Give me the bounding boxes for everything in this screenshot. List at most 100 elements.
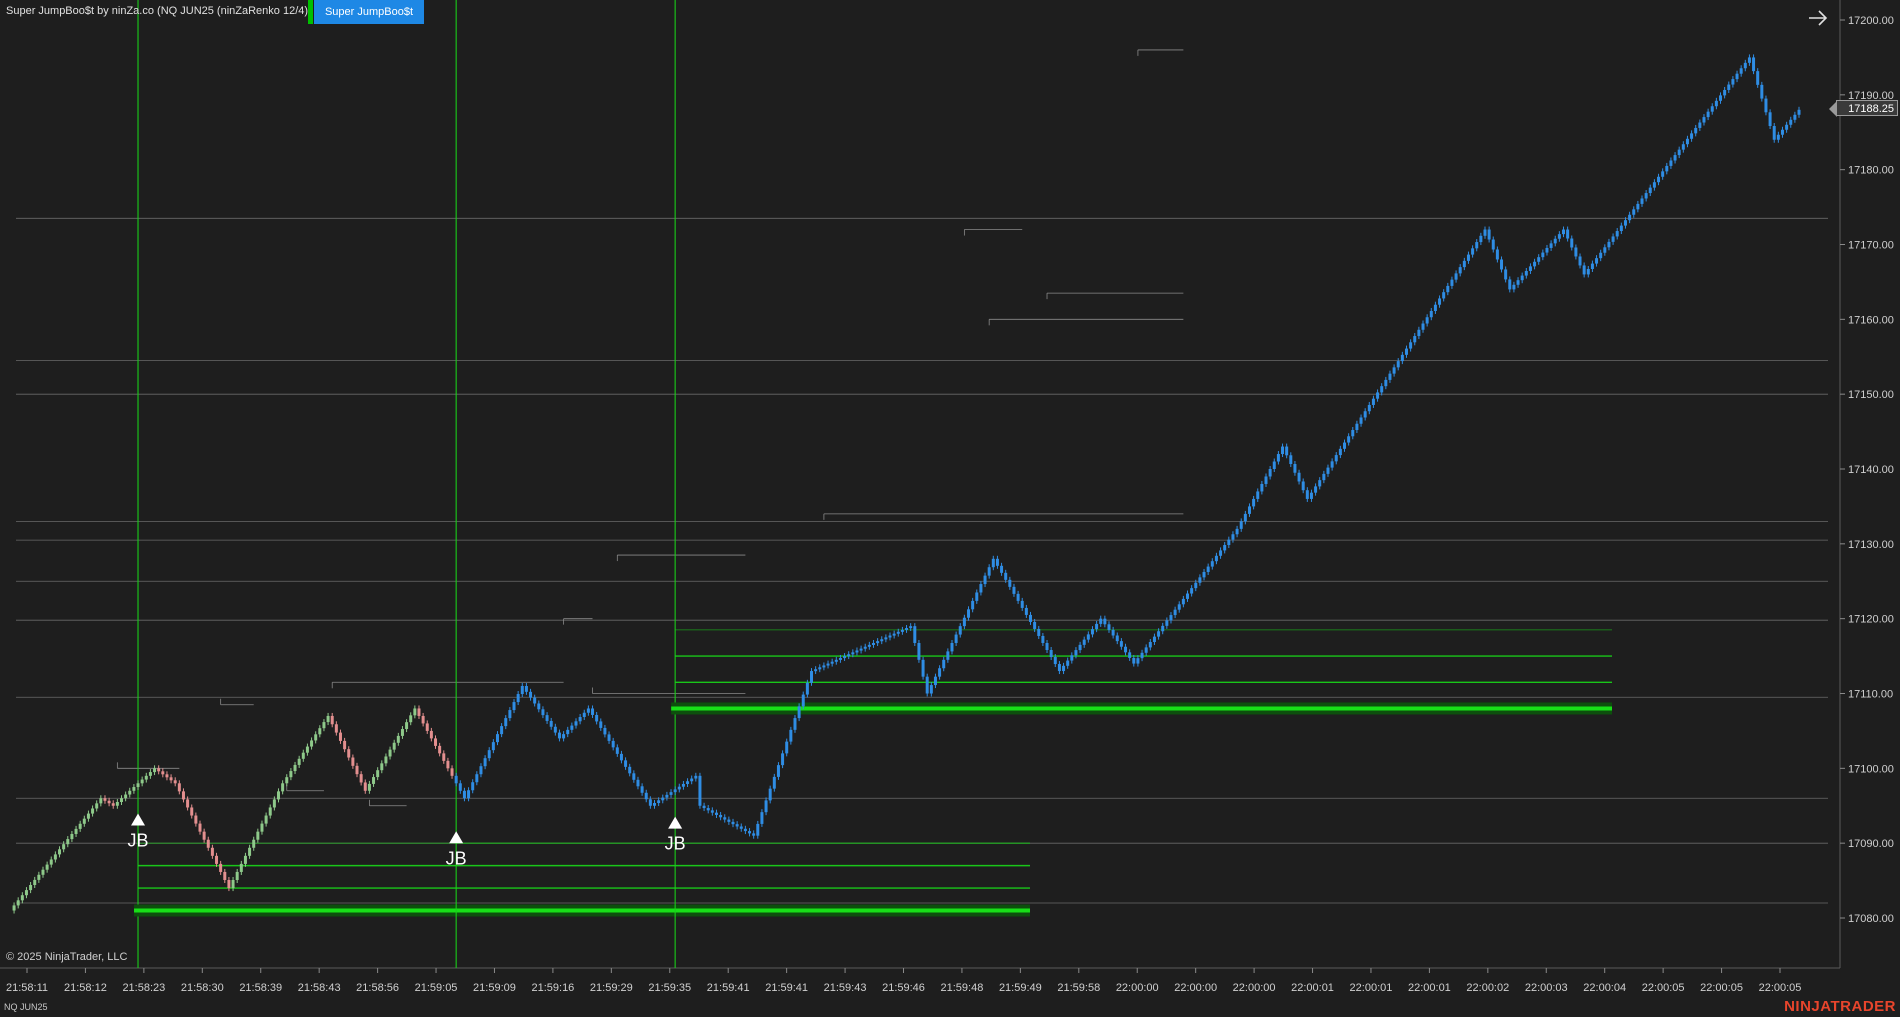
candle-up [1202, 571, 1206, 578]
candle-up [1450, 279, 1454, 286]
candle-up [1619, 225, 1623, 232]
candle-up [1425, 317, 1429, 324]
candle-up [396, 735, 400, 743]
candle-up [231, 880, 235, 889]
candle-up [1322, 473, 1326, 481]
candle-down [425, 723, 429, 731]
candle-down [462, 790, 466, 799]
candle-up [1537, 257, 1541, 262]
candle-down [1008, 579, 1012, 587]
candle-up [1359, 417, 1363, 424]
candle-up [322, 722, 326, 729]
candle-up [1607, 241, 1611, 248]
candle-up [896, 631, 900, 634]
candle-up [1727, 84, 1731, 90]
candle-up [851, 652, 855, 655]
candle-up [285, 777, 289, 784]
candle-up [1198, 577, 1202, 583]
candle-up [586, 708, 590, 713]
candle-down [194, 815, 198, 824]
candle-down [925, 676, 929, 694]
candle-up [281, 783, 285, 792]
candle-up [1446, 285, 1450, 293]
candle-up [843, 656, 847, 659]
candle-down [615, 747, 619, 754]
candle-up [277, 791, 281, 800]
candle-up [830, 661, 834, 664]
candle-down [434, 738, 438, 746]
candle-up [1351, 430, 1355, 437]
arrow-right-icon[interactable] [1806, 6, 1830, 30]
candle-down [698, 775, 702, 806]
candle-up [1657, 176, 1661, 183]
candle-up [235, 871, 239, 881]
candle-down [1111, 629, 1115, 636]
candle-down [529, 691, 533, 698]
candle-up [1161, 625, 1165, 632]
candle-down [603, 727, 607, 735]
candle-down [169, 777, 173, 781]
candle-up [1210, 561, 1214, 567]
candle-up [1549, 243, 1553, 248]
candle-up [1590, 263, 1594, 270]
candle-up [834, 659, 838, 662]
candle-up [264, 815, 268, 824]
candle-up [1702, 117, 1706, 123]
y-tick-label: 17190.00 [1848, 90, 1894, 102]
candle-down [1016, 593, 1020, 601]
candle-up [1793, 114, 1797, 120]
candle-down [1500, 259, 1504, 270]
x-tick-label: 21:59:58 [1057, 982, 1100, 994]
super-jumpboost-button[interactable]: Super JumpBoo$t [314, 0, 424, 24]
candle-up [1652, 182, 1656, 188]
candle-up [1181, 598, 1185, 605]
candle-up [929, 685, 933, 694]
candle-down [714, 812, 718, 815]
candle-down [735, 824, 739, 827]
x-tick-label: 21:58:30 [181, 982, 224, 994]
candle-up [289, 771, 293, 778]
candle-down [1024, 607, 1028, 615]
candle-down [921, 659, 925, 677]
candle-up [818, 667, 822, 670]
candle-down [1124, 646, 1128, 653]
candle-up [392, 742, 396, 750]
candle-up [132, 787, 136, 791]
candle-up [99, 798, 103, 804]
jb-signal-triangle-icon [449, 831, 464, 844]
candle-down [227, 880, 231, 889]
candle-up [979, 584, 983, 593]
candle-down [417, 708, 421, 716]
candle-up [1553, 238, 1557, 244]
candle-down [549, 720, 553, 727]
candle-up [115, 802, 119, 806]
x-tick-label: 21:59:35 [648, 982, 691, 994]
candle-down [202, 831, 206, 840]
candle-up [1710, 106, 1714, 112]
candle-up [1685, 138, 1689, 145]
candle-up [58, 849, 62, 855]
x-tick-label: 22:00:03 [1525, 982, 1568, 994]
candle-down [1037, 628, 1041, 636]
candle-up [814, 669, 818, 672]
candle-down [343, 740, 347, 750]
candle-up [1243, 513, 1247, 522]
y-tick-label: 17100.00 [1848, 763, 1894, 775]
candle-down [1491, 239, 1495, 250]
candle-up [508, 710, 512, 719]
candle-up [16, 900, 20, 906]
candle-up [1466, 254, 1470, 261]
candle-up [1190, 588, 1194, 594]
x-tick-label: 22:00:05 [1759, 982, 1802, 994]
candle-down [1508, 279, 1512, 290]
candle-up [1206, 566, 1210, 572]
candle-up [1747, 57, 1751, 63]
candle-down [537, 703, 541, 710]
candle-up [500, 726, 504, 735]
candle-up [1363, 411, 1367, 418]
candle-up [24, 890, 28, 896]
x-tick-label: 22:00:02 [1466, 982, 1509, 994]
x-tick-label: 22:00:01 [1291, 982, 1334, 994]
candle-up [1070, 655, 1074, 661]
